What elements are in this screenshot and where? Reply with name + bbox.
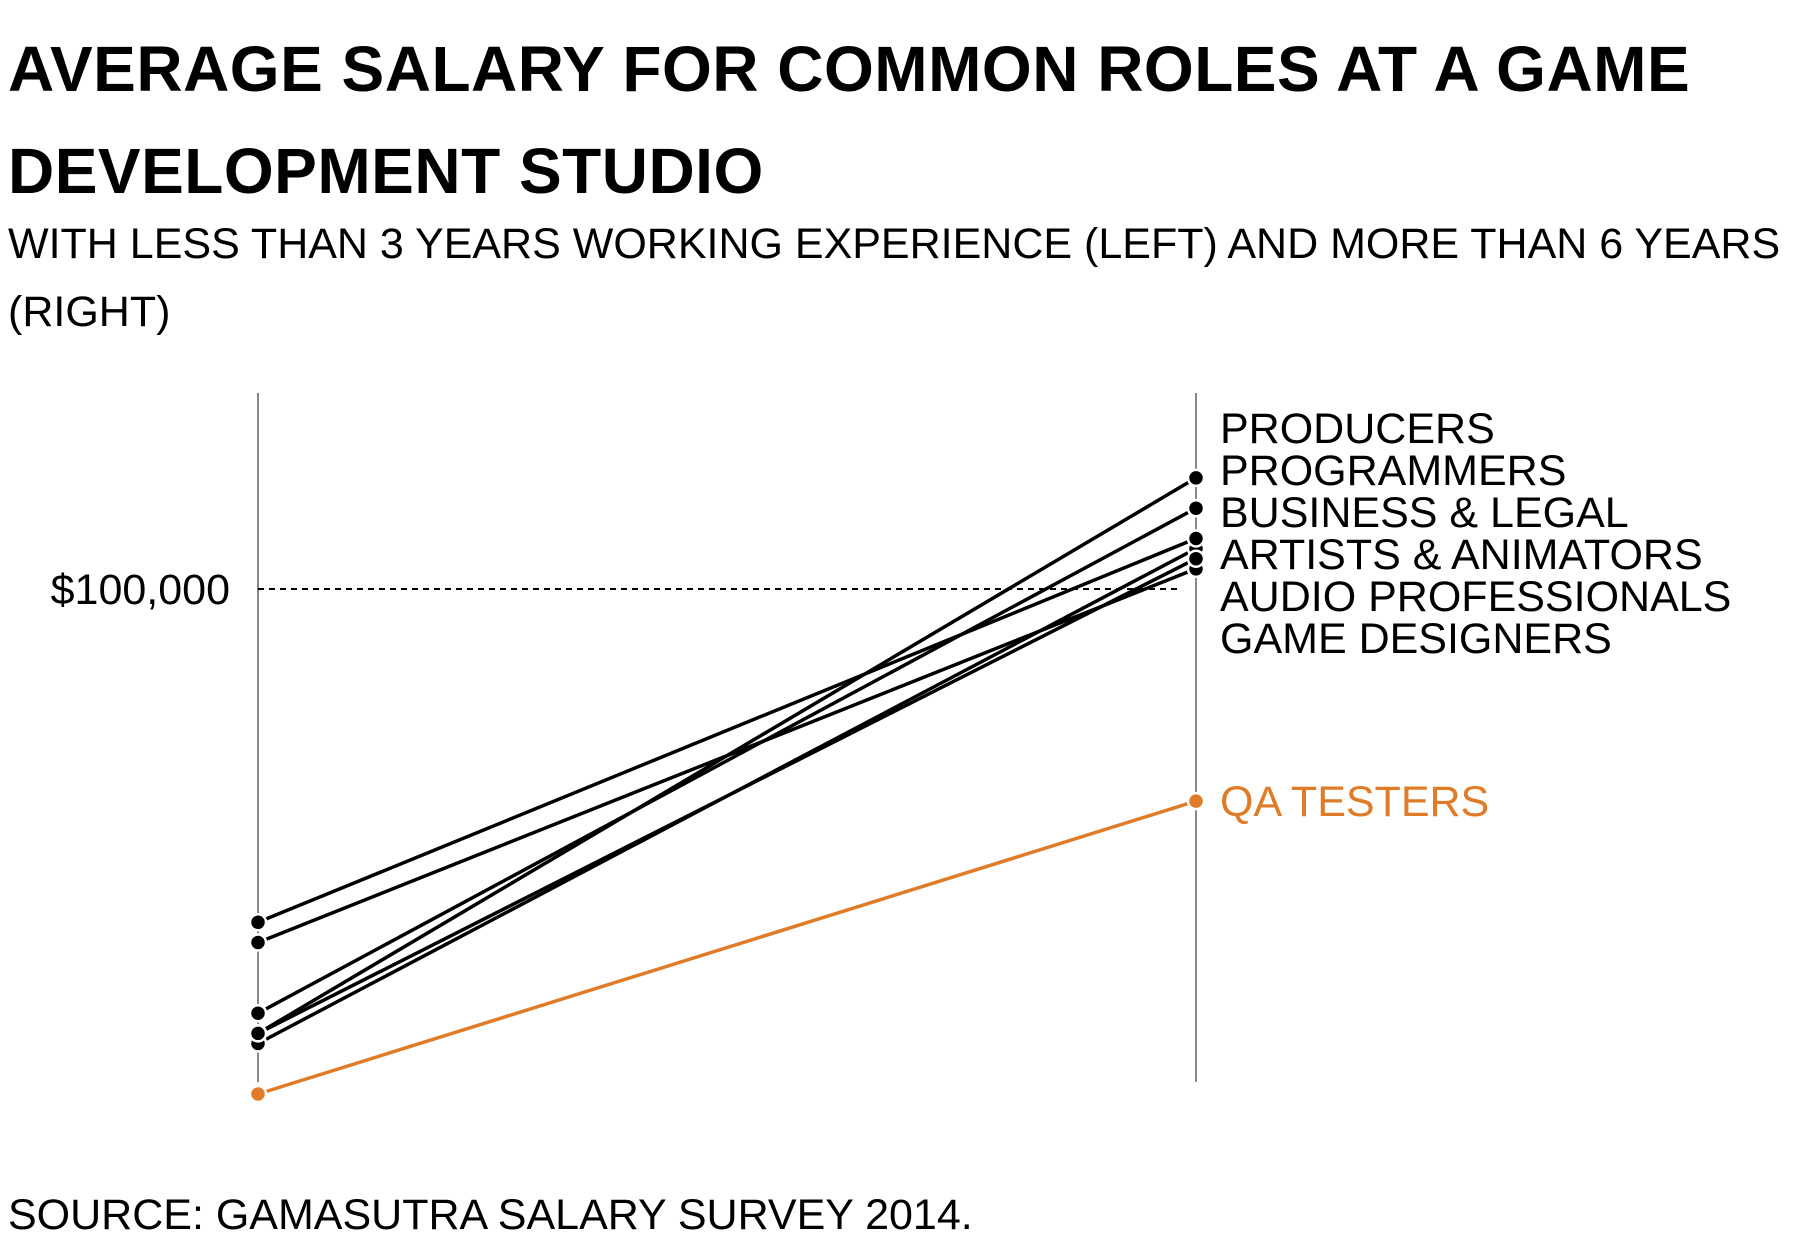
series-label-business-legal: BUSINESS & LEGAL: [1220, 489, 1629, 537]
series-lines-group: [256, 476, 1198, 1096]
series-label-producers: PRODUCERS: [1220, 405, 1495, 453]
series-line-qa-testers: [256, 799, 1198, 1096]
point-right-game-designers: [1186, 529, 1206, 548]
axes-group: [257, 393, 1197, 1082]
point-right-producers: [1186, 468, 1206, 488]
series-label-programmers: PROGRAMMERS: [1220, 447, 1566, 495]
series-label-audio-professionals: AUDIO PROFESSIONALS: [1220, 573, 1731, 621]
point-left-audio-professionals: [248, 1024, 268, 1043]
point-left-programmers: [248, 1003, 268, 1023]
point-right-programmers: [1186, 498, 1206, 518]
series-label-game-designers: GAME DESIGNERS: [1220, 615, 1612, 663]
point-left-business-legal: [248, 933, 268, 952]
series-points-group: [248, 468, 1206, 1104]
point-right-qa-testers: [1186, 791, 1206, 811]
point-left-qa-testers: [248, 1084, 268, 1104]
point-right-audio-professionals: [1186, 549, 1206, 568]
series-label-artists-animators: ARTISTS & ANIMATORS: [1220, 531, 1703, 579]
series-line-business-legal: [256, 567, 1198, 945]
series-line-game-designers: [256, 536, 1198, 925]
chart-subtitle: WITH LESS THAN 3 YEARS WORKING EXPERIENC…: [8, 220, 1781, 336]
chart-title: AVERAGE SALARY FOR COMMON ROLES AT A GAM…: [8, 33, 1691, 207]
series-line-audio-professionals: [256, 556, 1198, 1036]
reference-line-label: $100,000: [51, 566, 230, 614]
series-label-qa-testers: QA TESTERS: [1220, 778, 1489, 826]
source-note: SOURCE: GAMASUTRA SALARY SURVEY 2014.: [8, 1191, 973, 1239]
series-line-programmers: [256, 506, 1198, 1015]
reference-line-group: $100,000: [51, 566, 1182, 614]
point-left-game-designers: [248, 913, 268, 932]
